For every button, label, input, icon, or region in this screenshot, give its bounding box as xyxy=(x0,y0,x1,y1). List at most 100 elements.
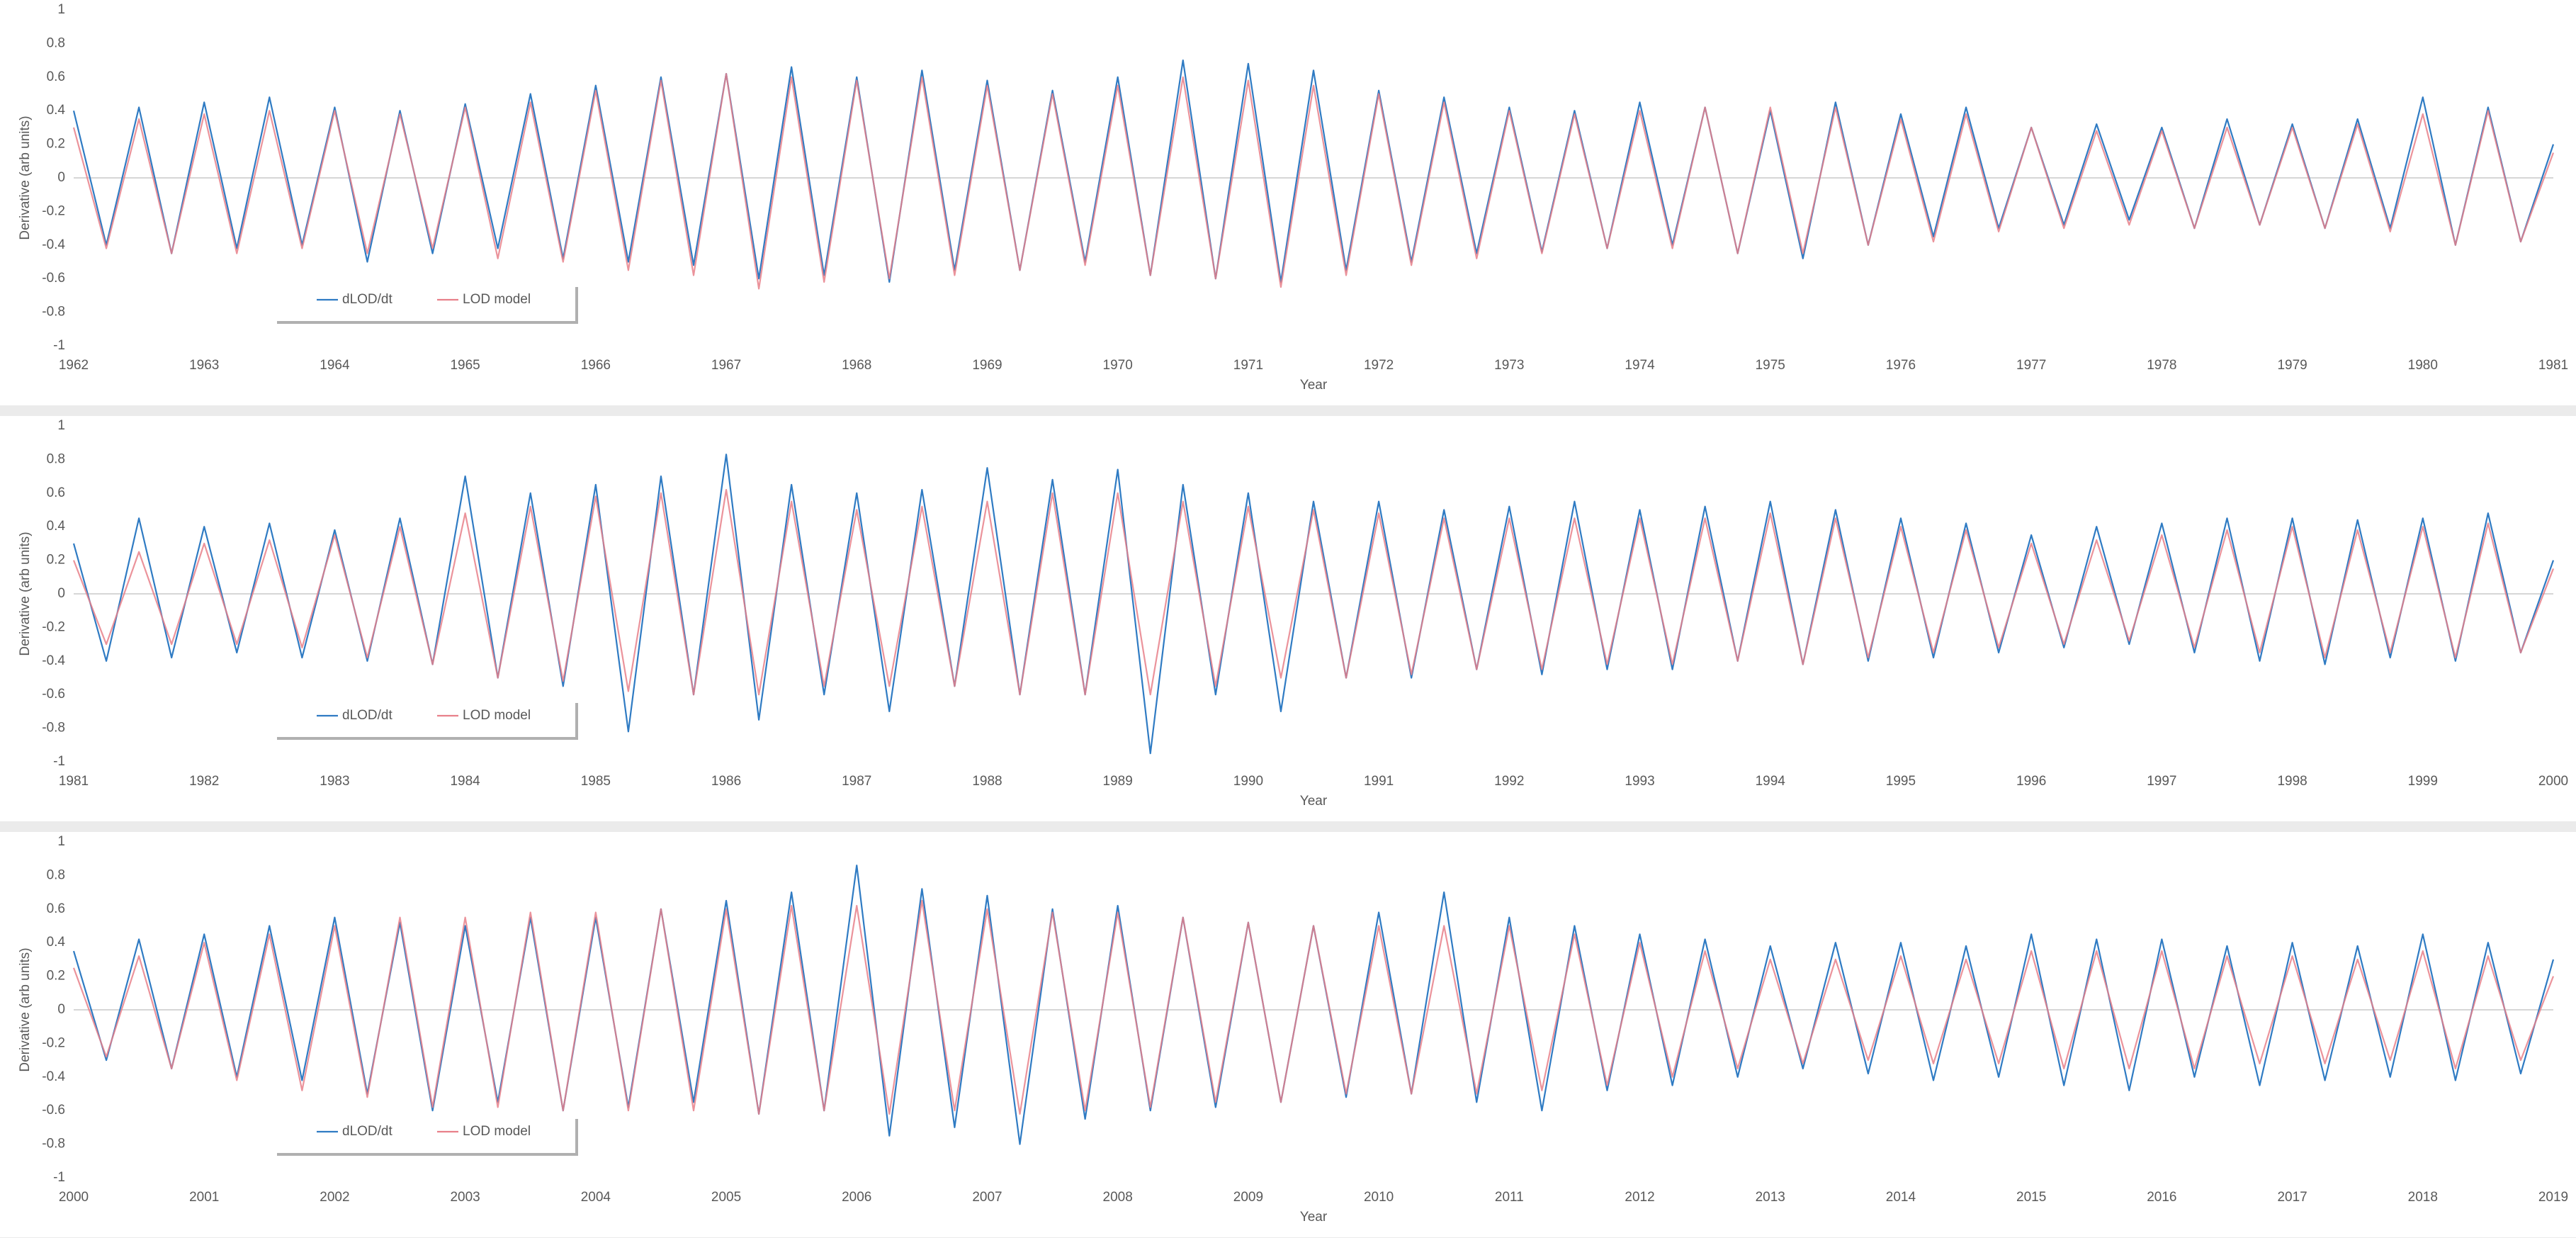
x-tick-label: 2005 xyxy=(711,1190,741,1205)
legend: dLOD/dt LOD model xyxy=(274,700,578,740)
y-tick-label: 0.6 xyxy=(47,69,65,84)
x-tick-label: 2016 xyxy=(2147,1190,2176,1205)
legend-box xyxy=(274,284,575,321)
y-axis-title: Derivative (arb units) xyxy=(18,116,33,240)
y-tick-label: 0.2 xyxy=(47,969,65,984)
x-tick-label: 2007 xyxy=(972,1190,1002,1205)
y-tick-label: 0.6 xyxy=(47,485,65,500)
y-tick-label: -0.4 xyxy=(42,1069,65,1084)
x-tick-label: 1981 xyxy=(59,774,89,789)
x-tick-label: 1989 xyxy=(1103,774,1133,789)
legend-box xyxy=(274,1116,575,1153)
x-tick-label: 1982 xyxy=(189,774,219,789)
x-tick-label: 1991 xyxy=(1364,774,1394,789)
y-tick-label: 0.2 xyxy=(47,137,65,152)
x-tick-label: 2015 xyxy=(2016,1190,2046,1205)
x-tick-label: 2003 xyxy=(450,1190,480,1205)
x-tick-label: 1979 xyxy=(2277,358,2307,373)
y-tick-label: 0.4 xyxy=(47,935,66,950)
series-line xyxy=(72,488,2555,696)
series-line xyxy=(72,72,2555,290)
y-tick-label: -0.6 xyxy=(42,1103,65,1118)
y-tick-label: 1 xyxy=(57,834,65,849)
x-tick-label: 1973 xyxy=(1494,358,1524,373)
legend-label: dLOD/dt xyxy=(342,708,392,723)
x-tick-label: 1978 xyxy=(2147,358,2176,373)
legend-label: LOD model xyxy=(463,292,531,307)
x-tick-label: 2011 xyxy=(1495,1190,1524,1205)
x-tick-label: 2013 xyxy=(1756,1190,1785,1205)
x-tick-label: 2006 xyxy=(842,1190,871,1205)
x-axis-title: Year xyxy=(1300,794,1328,809)
y-tick-label: 0 xyxy=(57,1002,65,1017)
y-tick-label: -0.2 xyxy=(42,203,65,218)
y-tick-label: -0.4 xyxy=(42,653,65,668)
x-tick-label: 2004 xyxy=(581,1190,611,1205)
x-tick-label: 1963 xyxy=(189,358,219,373)
x-tick-label: 1988 xyxy=(972,774,1002,789)
y-tick-label: -0.2 xyxy=(42,1035,65,1050)
x-tick-label: 1997 xyxy=(2147,774,2176,789)
x-tick-label: 1977 xyxy=(2016,358,2046,373)
y-tick-label: -0.2 xyxy=(42,619,65,634)
x-tick-label: 1993 xyxy=(1625,774,1654,789)
x-tick-label: 1965 xyxy=(450,358,480,373)
y-tick-label: 1 xyxy=(57,418,65,433)
legend-box xyxy=(274,700,575,737)
x-axis-title: Year xyxy=(1300,378,1328,393)
y-tick-label: -0.8 xyxy=(42,1137,65,1152)
y-tick-label: -1 xyxy=(53,338,65,353)
x-tick-label: 1985 xyxy=(581,774,611,789)
y-tick-label: 0 xyxy=(57,170,65,185)
x-tick-label: 2014 xyxy=(1886,1190,1916,1205)
x-tick-label: 1971 xyxy=(1233,358,1263,373)
x-tick-label: 1983 xyxy=(320,774,349,789)
legend-label: LOD model xyxy=(463,708,531,723)
x-tick-label: 2002 xyxy=(320,1190,349,1205)
x-tick-label: 1975 xyxy=(1756,358,1785,373)
y-tick-label: -0.8 xyxy=(42,721,65,736)
y-tick-label: -1 xyxy=(53,1170,65,1185)
x-tick-label: 1999 xyxy=(2408,774,2438,789)
x-tick-label: 1967 xyxy=(711,358,741,373)
chart-panel: -1 -0.8 -0.6 -0.4 -0.2 0 0.2 0.4 0.6 0.8 1 1962 1963… xyxy=(0,0,2576,405)
y-tick-label: 1 xyxy=(57,2,65,17)
legend: dLOD/dt LOD model xyxy=(274,284,578,324)
x-tick-label: 1972 xyxy=(1364,358,1394,373)
y-axis-title: Derivative (arb units) xyxy=(18,947,33,1071)
y-tick-label: 0.8 xyxy=(47,451,65,466)
x-tick-label: 2001 xyxy=(189,1190,219,1205)
x-tick-label: 2019 xyxy=(2538,1190,2568,1205)
legend-label: dLOD/dt xyxy=(342,1124,392,1139)
legend: dLOD/dt LOD model xyxy=(274,1116,578,1156)
x-tick-label: 1968 xyxy=(842,358,871,373)
y-tick-label: 0.2 xyxy=(47,553,65,568)
x-tick-label: 1995 xyxy=(1886,774,1916,789)
x-tick-label: 1994 xyxy=(1756,774,1786,789)
x-tick-label: 1996 xyxy=(2016,774,2046,789)
y-tick-label: -0.4 xyxy=(42,237,65,252)
y-tick-label: 0.8 xyxy=(47,867,65,882)
x-tick-label: 2008 xyxy=(1103,1190,1133,1205)
x-tick-label: 1980 xyxy=(2408,358,2438,373)
y-tick-label: -0.6 xyxy=(42,271,65,286)
x-tick-label: 2017 xyxy=(2277,1190,2307,1205)
x-tick-label: 1998 xyxy=(2277,774,2307,789)
x-axis-title: Year xyxy=(1300,1210,1328,1225)
legend-label: LOD model xyxy=(463,1124,531,1139)
x-tick-label: 1970 xyxy=(1103,358,1133,373)
y-tick-label: -0.8 xyxy=(42,305,65,320)
y-tick-label: 0.4 xyxy=(47,519,66,534)
legend-label: dLOD/dt xyxy=(342,292,392,307)
y-tick-label: -1 xyxy=(53,754,65,769)
x-tick-label: 1964 xyxy=(320,358,350,373)
x-tick-label: 2012 xyxy=(1625,1190,1654,1205)
x-tick-label: 1981 xyxy=(2538,358,2568,373)
x-tick-label: 1974 xyxy=(1625,358,1655,373)
chart-panel: -1 -0.8 -0.6 -0.4 -0.2 0 0.2 0.4 0.6 0.8 1 2000 2001… xyxy=(0,832,2576,1237)
y-tick-label: 0 xyxy=(57,586,65,601)
x-tick-label: 2000 xyxy=(59,1190,89,1205)
x-tick-label: 1987 xyxy=(842,774,871,789)
x-tick-label: 1966 xyxy=(581,358,611,373)
y-tick-label: 0.6 xyxy=(47,901,65,916)
